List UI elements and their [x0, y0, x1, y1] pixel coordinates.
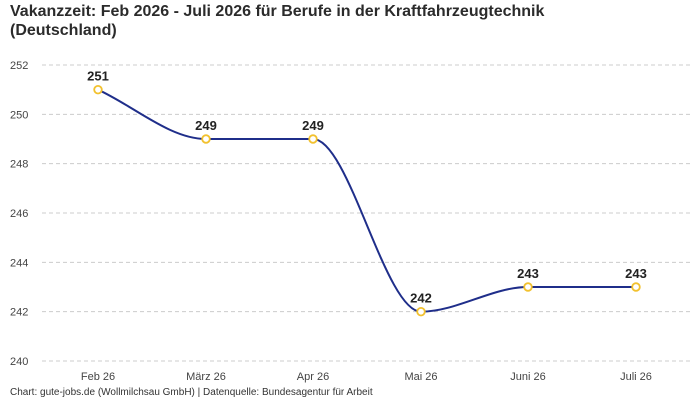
chart-title-line-2: (Deutschland) [10, 22, 117, 39]
data-label: 251 [87, 69, 109, 84]
x-tick-label: Mai 26 [404, 371, 437, 383]
y-tick-label: 246 [10, 208, 28, 220]
x-tick-label: Juli 26 [620, 371, 652, 383]
data-label: 249 [195, 118, 217, 133]
data-label: 243 [625, 266, 647, 281]
data-point [93, 84, 103, 95]
x-tick-label: Apr 26 [297, 371, 329, 383]
data-label: 249 [302, 118, 324, 133]
data-labels: 251 249 249 242 243 243 [87, 69, 647, 306]
gridlines [42, 64, 692, 362]
chart-title: Vakanzzeit: Feb 2026 - Juli 2026 für Ber… [10, 2, 690, 40]
chart-title-line-1: Vakanzzeit: Feb 2026 - Juli 2026 für Ber… [10, 3, 545, 20]
y-tick-label: 240 [10, 356, 28, 368]
data-label: 242 [410, 291, 432, 306]
data-point [416, 306, 426, 317]
data-point [523, 282, 533, 292]
y-tick-label: 248 [10, 159, 28, 171]
data-point [308, 134, 318, 144]
y-tick-label: 252 [10, 60, 28, 72]
y-tick-label: 244 [10, 257, 28, 269]
data-point [631, 282, 641, 292]
x-tick-label: Feb 26 [81, 371, 115, 383]
y-axis: 240 242 244 246 248 250 252 [10, 60, 28, 368]
y-tick-label: 242 [10, 307, 28, 319]
y-tick-label: 250 [10, 109, 28, 121]
data-points [93, 84, 641, 317]
x-axis: Feb 26 März 26 Apr 26 Mai 26 Juni 26 Juli 26 [81, 371, 652, 383]
x-tick-label: Juni 26 [510, 371, 545, 383]
data-point [201, 134, 211, 144]
line-chart: 240 242 244 246 248 250 252 Feb 26 März 26 Apr 2… [10, 60, 692, 383]
source-footer: Chart: gute-jobs.de (Wollmilchsau GmbH) … [10, 387, 373, 398]
x-tick-label: März 26 [186, 371, 226, 383]
data-label: 243 [517, 266, 539, 281]
series-line [97, 88, 636, 313]
